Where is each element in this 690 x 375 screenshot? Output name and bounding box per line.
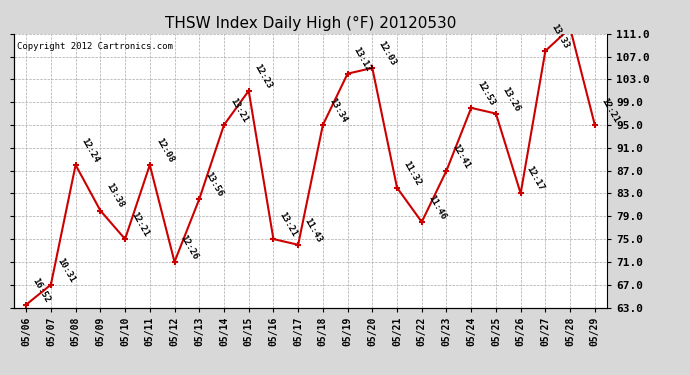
Text: 13:33: 13:33 — [549, 22, 571, 50]
Text: 13:56: 13:56 — [204, 171, 225, 198]
Text: 12:21: 12:21 — [599, 96, 620, 124]
Text: 16:52: 16:52 — [30, 276, 52, 304]
Text: 12:08: 12:08 — [154, 136, 175, 164]
Text: 12:21: 12:21 — [129, 210, 150, 238]
Text: 11:46: 11:46 — [426, 194, 447, 221]
Text: 12:23: 12:23 — [253, 62, 274, 90]
Text: 11:32: 11:32 — [401, 159, 422, 187]
Text: 11:47: 11:47 — [0, 374, 1, 375]
Text: 12:17: 12:17 — [525, 165, 546, 193]
Text: 12:24: 12:24 — [80, 136, 101, 164]
Text: 12:26: 12:26 — [179, 233, 200, 261]
Text: 13:21: 13:21 — [228, 96, 249, 124]
Text: 13:12: 13:12 — [352, 45, 373, 73]
Text: 10:31: 10:31 — [55, 256, 77, 284]
Text: 13:26: 13:26 — [500, 85, 522, 113]
Text: 13:38: 13:38 — [104, 182, 126, 210]
Text: 11:43: 11:43 — [302, 216, 324, 244]
Text: 13:34: 13:34 — [327, 96, 348, 124]
Text: Copyright 2012 Cartronics.com: Copyright 2012 Cartronics.com — [17, 42, 172, 51]
Text: 12:41: 12:41 — [451, 142, 472, 170]
Text: 12:03: 12:03 — [377, 39, 397, 67]
Title: THSW Index Daily High (°F) 20120530: THSW Index Daily High (°F) 20120530 — [165, 16, 456, 31]
Text: 12:53: 12:53 — [475, 80, 497, 107]
Text: 13:21: 13:21 — [277, 210, 299, 238]
